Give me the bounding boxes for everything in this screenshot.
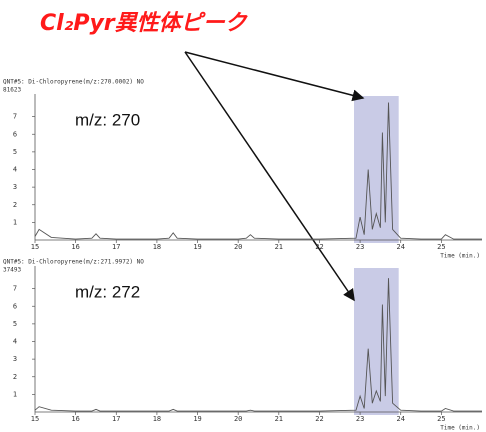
x-tick-label: 17 [112, 415, 120, 423]
x-tick-label: 24 [397, 415, 405, 423]
max-count: 37493 [3, 267, 21, 274]
highlight [353, 96, 399, 243]
y-tick-label: 1 [13, 218, 17, 226]
x-tick-label: 23 [356, 243, 364, 251]
y-tick-label: 5 [13, 320, 17, 328]
y-tick-label: 5 [13, 148, 17, 156]
x-tick-label: 15 [31, 415, 39, 423]
y-tick-label: 2 [13, 201, 17, 209]
x-tick-label: 25 [437, 243, 445, 251]
y-tick-label: 3 [13, 355, 17, 363]
arrow [184, 51, 355, 302]
y-tick-label: 7 [13, 285, 17, 293]
y-tick-label: 7 [13, 113, 17, 121]
x-tick-label: 18 [153, 415, 161, 423]
x-tick-label: 16 [71, 415, 79, 423]
x-tick-label: 19 [193, 243, 201, 251]
y-tick-label: 2 [13, 373, 17, 381]
x-tick-label: 20 [234, 243, 242, 251]
arrow [184, 51, 365, 102]
x-tick-label: 19 [193, 415, 201, 423]
x-axis-label: Time (min.) [440, 425, 480, 432]
header: QNT#5: Di-Chloropyrene(m/z:271.9972) NO [3, 259, 144, 266]
x-tick-label: 21 [275, 415, 283, 423]
y-tick-label: 6 [13, 130, 17, 138]
x-tick-label: 22 [315, 243, 323, 251]
x-tick-label: 23 [356, 415, 364, 423]
x-tick-label: 21 [275, 243, 283, 251]
x-tick-label: 15 [31, 243, 39, 251]
trace [34, 278, 482, 412]
x-tick-label: 18 [153, 243, 161, 251]
y-tick-label: 3 [13, 183, 17, 191]
x-tick-label: 22 [315, 415, 323, 423]
x-tick-label: 24 [397, 243, 405, 251]
x-tick-label: 17 [112, 243, 120, 251]
max-count: 81623 [3, 87, 21, 94]
mz-label: m/z: 270 [75, 110, 140, 129]
x-tick-label: 16 [71, 243, 79, 251]
y-tick-label: 4 [13, 166, 17, 174]
x-tick-label: 20 [234, 415, 242, 423]
annotation: Cl₂Pyr異性体ピーク [40, 11, 249, 36]
header: QNT#5: Di-Chloropyrene(m/z:270.0002) NO [3, 79, 144, 86]
mz-label: m/z: 272 [75, 282, 140, 301]
x-axis-label: Time (min.) [440, 253, 480, 260]
y-tick-label: 4 [13, 338, 17, 346]
x-tick-label: 25 [437, 415, 445, 423]
trace [34, 102, 482, 240]
y-tick-label: 1 [13, 390, 17, 398]
y-tick-label: 6 [13, 302, 17, 310]
